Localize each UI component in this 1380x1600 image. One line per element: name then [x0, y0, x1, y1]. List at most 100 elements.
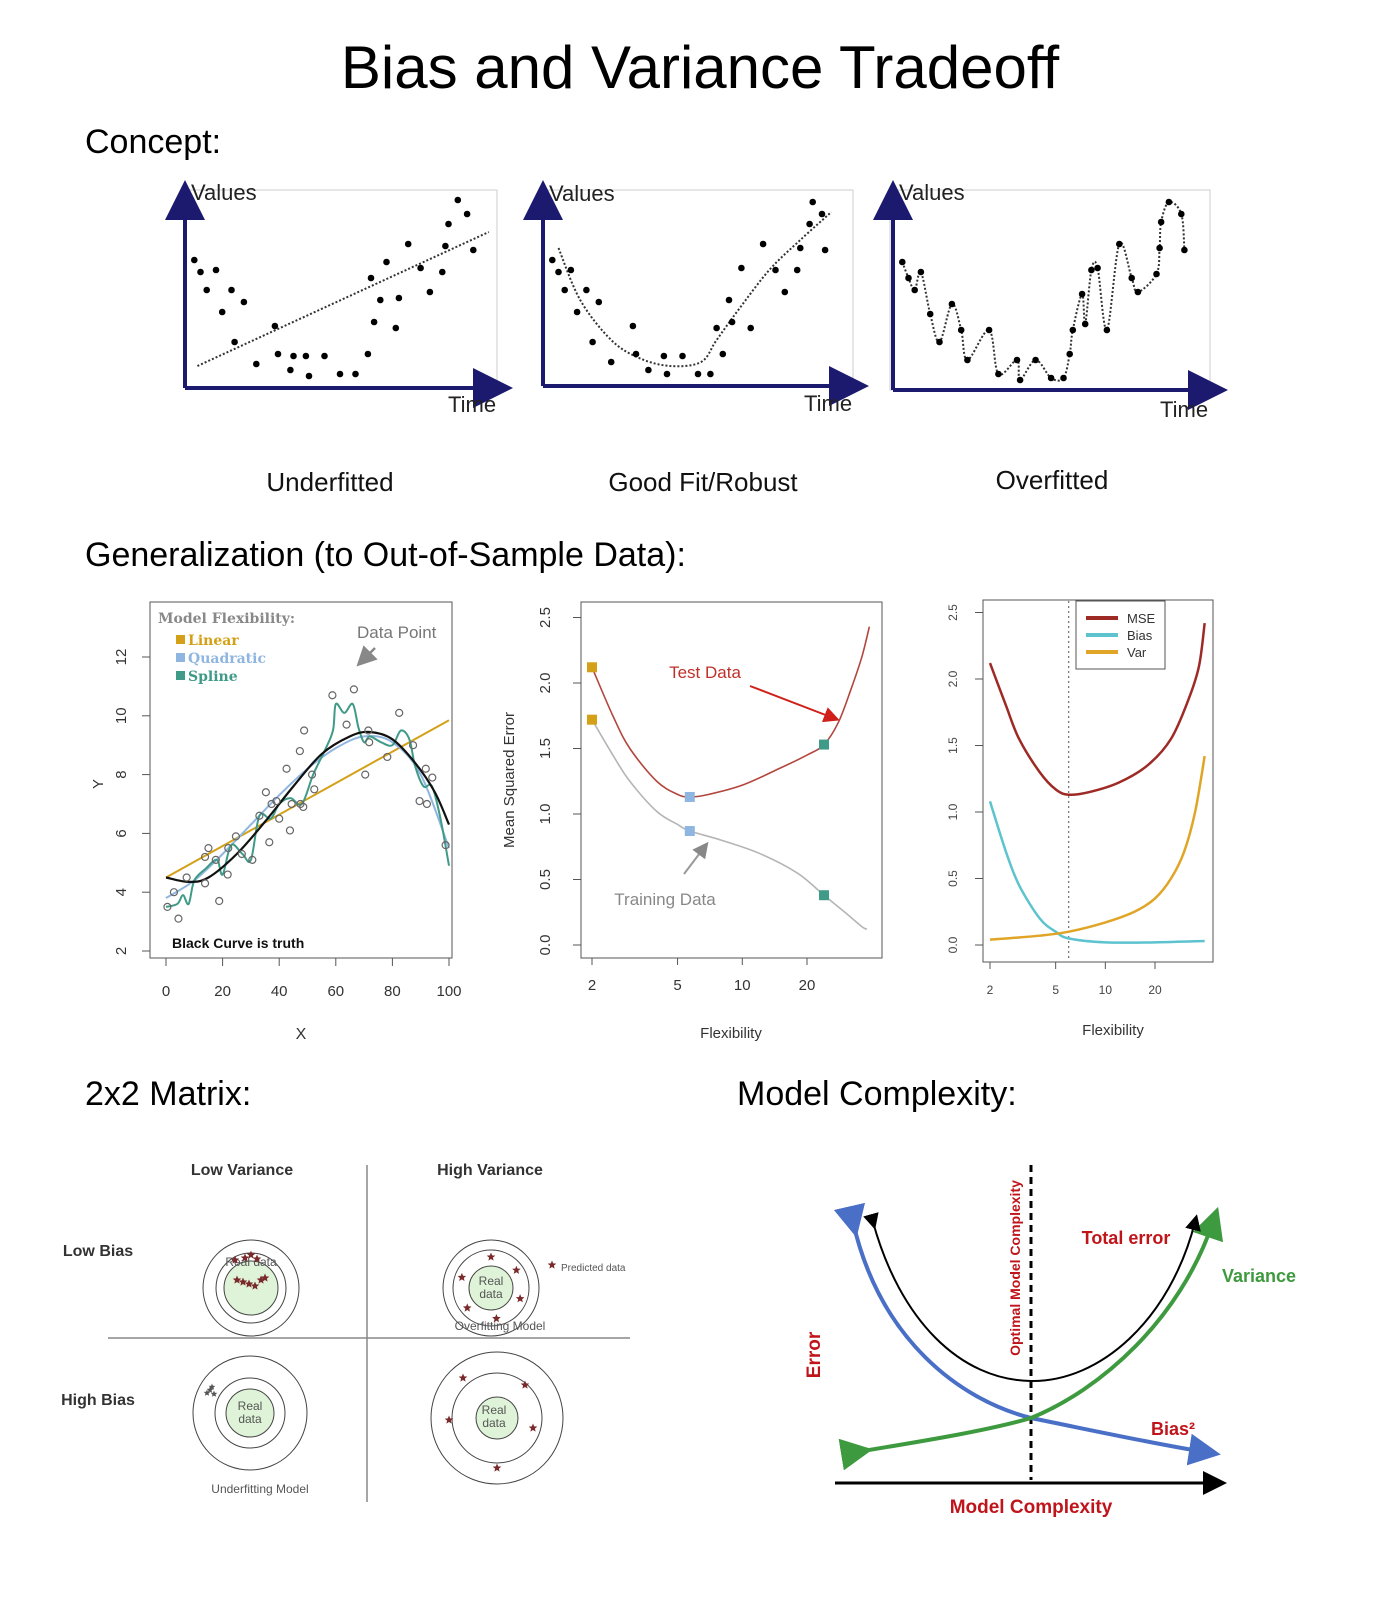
- legend-swatch-spline: [176, 671, 185, 680]
- data-point: [336, 370, 344, 378]
- data-point: [392, 324, 400, 332]
- predicted-data-star: [463, 1303, 472, 1312]
- x-tick-label: 2: [588, 977, 596, 994]
- data-point: [738, 264, 745, 272]
- predicted-data-star: [238, 1277, 248, 1286]
- data-point: [1032, 356, 1039, 364]
- bias-curve: [988, 800, 1205, 944]
- data-point: [395, 294, 403, 302]
- data-point: [408, 741, 418, 750]
- predicted-data-star: [492, 1463, 502, 1472]
- data-point: [370, 318, 378, 326]
- predicted-data-legend: Predicted data: [561, 1263, 626, 1274]
- data-point: [415, 796, 424, 806]
- variance-curve: [989, 755, 1206, 941]
- x-tick-label: 5: [673, 977, 681, 994]
- spline-marker: [819, 739, 830, 750]
- x-axis-label: Flexibility: [1082, 1022, 1144, 1039]
- data-point: [470, 246, 477, 254]
- variance-curve: [838, 1206, 1224, 1471]
- legend-spline: Spline: [188, 669, 238, 685]
- data-point: [809, 198, 816, 206]
- caption-overfitted: Overfitted: [996, 465, 1109, 495]
- data-point: [561, 286, 568, 294]
- data-point: [1181, 246, 1188, 254]
- predicted-data-star: [232, 1275, 242, 1284]
- data-point: [275, 814, 284, 823]
- data-point: [211, 855, 220, 864]
- y-axis-label: Y: [90, 779, 107, 789]
- predicted-data-stars: [444, 1373, 538, 1472]
- spline-marker: [819, 890, 830, 901]
- x-axis-label: Time: [448, 392, 496, 417]
- data-point: [197, 268, 204, 276]
- x-tick-label: 20: [1148, 983, 1162, 997]
- data-point: [272, 796, 281, 806]
- data-point: [567, 266, 575, 274]
- data-point: [772, 266, 779, 274]
- data-point: [285, 826, 295, 835]
- legend-bias: Bias: [1127, 628, 1153, 643]
- data-label: data: [479, 1287, 503, 1301]
- data-point: [200, 852, 210, 862]
- concept-plot-good-fit: Values Time Good Fit/Robust: [523, 180, 869, 497]
- section-concept: Concept:: [85, 123, 221, 161]
- y-tick-label: 1.0: [946, 803, 960, 820]
- data-point: [713, 324, 720, 332]
- predicted-data-stars: [457, 1252, 525, 1323]
- y-axis-label: Mean Squared Error: [501, 712, 518, 848]
- x-tick-label: 10: [1099, 983, 1113, 997]
- predicted-data-stars: [230, 1250, 270, 1290]
- overfitting-label: Overfitting Model: [455, 1319, 546, 1333]
- data-point: [231, 832, 241, 841]
- data-point: [663, 370, 671, 378]
- data-point: [573, 308, 581, 316]
- data-point: [383, 752, 392, 762]
- y-tick-label: 8: [113, 770, 130, 778]
- data-point: [1016, 376, 1024, 384]
- data-label: data: [238, 1412, 262, 1426]
- data-point: [632, 350, 640, 358]
- predicted-data-stars: [547, 1260, 557, 1269]
- predicted-data-star: [458, 1373, 468, 1382]
- real-label: Real: [482, 1403, 507, 1417]
- data-point: [806, 220, 813, 228]
- target-high-bias-high-variance: Real data: [430, 1351, 564, 1485]
- total-error-curve: [863, 1212, 1201, 1383]
- section-complexity: Model Complexity:: [737, 1075, 1017, 1113]
- data-point: [252, 360, 260, 368]
- data-point: [367, 274, 375, 282]
- data-point: [237, 849, 246, 859]
- data-point: [1156, 244, 1163, 252]
- data-point: [793, 266, 801, 274]
- y-tick-label: 2: [113, 947, 130, 955]
- training-data-label: Training Data: [614, 890, 716, 909]
- predicted-data-star: [512, 1265, 521, 1274]
- y-tick-label: 0.0: [946, 936, 960, 953]
- data-point: [364, 350, 372, 358]
- x-tick-label: 60: [327, 983, 344, 1000]
- data-point: [310, 785, 319, 794]
- linear-fit-line: [165, 719, 450, 879]
- data-point: [463, 210, 471, 218]
- data-point: [595, 298, 603, 306]
- data-point: [215, 896, 224, 906]
- data-point: [728, 318, 736, 326]
- total-error-label: Total error: [1082, 1228, 1171, 1248]
- data-point: [1116, 240, 1123, 248]
- x-tick-label: 2: [987, 983, 994, 997]
- predicted-data-star: [244, 1279, 254, 1288]
- bias-variance-decomposition-chart: MSE Bias Var Flexibility 2 5 10 20 0.0 0.5 1.0…: [946, 599, 1214, 1039]
- data-point: [899, 258, 906, 266]
- data-label: data: [482, 1416, 506, 1430]
- real-label: Real: [238, 1399, 263, 1413]
- legend-title: Model Flexibility:: [158, 611, 295, 627]
- real-label: Real: [479, 1274, 504, 1288]
- fit-curve: [196, 231, 490, 367]
- predicted-data-star: [515, 1294, 525, 1303]
- data-point: [364, 726, 373, 735]
- predicted-data-star: [444, 1415, 454, 1424]
- data-point: [307, 770, 317, 779]
- data-point: [228, 286, 235, 294]
